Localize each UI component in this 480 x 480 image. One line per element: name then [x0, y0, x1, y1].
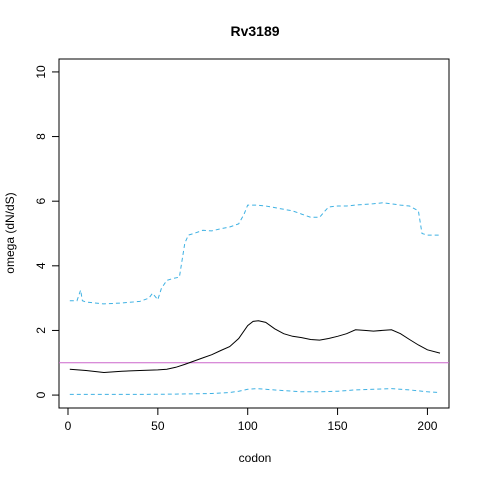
x-axis-label: codon: [239, 451, 272, 465]
x-tick-label: 50: [151, 419, 165, 433]
chart-title: Rv3189: [230, 23, 279, 39]
omega-estimate-line: [69, 320, 441, 374]
y-tick-label: 10: [34, 65, 48, 79]
lower-bound-line: [69, 388, 441, 395]
y-tick-label: 0: [34, 391, 48, 398]
y-axis: 0 2 4 6 8 10: [34, 65, 60, 398]
y-tick-label: 4: [34, 262, 48, 269]
x-tick-label: 100: [238, 419, 258, 433]
upper-bound-line: [69, 202, 440, 305]
plot-frame: [58, 58, 450, 409]
series-group: [69, 202, 441, 395]
y-tick-label: 6: [34, 198, 48, 205]
x-tick-label: 0: [65, 419, 72, 433]
x-axis: 0 50 100 150 200: [65, 407, 438, 433]
x-tick-label: 200: [417, 419, 437, 433]
y-tick-label: 2: [34, 327, 48, 334]
x-tick-label: 150: [328, 419, 348, 433]
y-axis-label: omega (dN/dS): [3, 192, 17, 273]
y-tick-label: 8: [34, 133, 48, 140]
